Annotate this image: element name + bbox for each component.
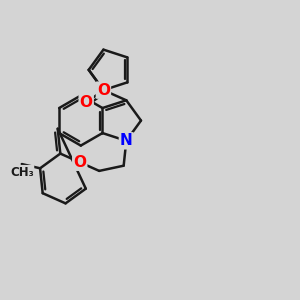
Text: O: O: [80, 95, 93, 110]
Text: O: O: [97, 82, 110, 98]
Text: CH₃: CH₃: [10, 166, 34, 178]
Text: O: O: [73, 155, 86, 170]
Text: N: N: [120, 133, 133, 148]
